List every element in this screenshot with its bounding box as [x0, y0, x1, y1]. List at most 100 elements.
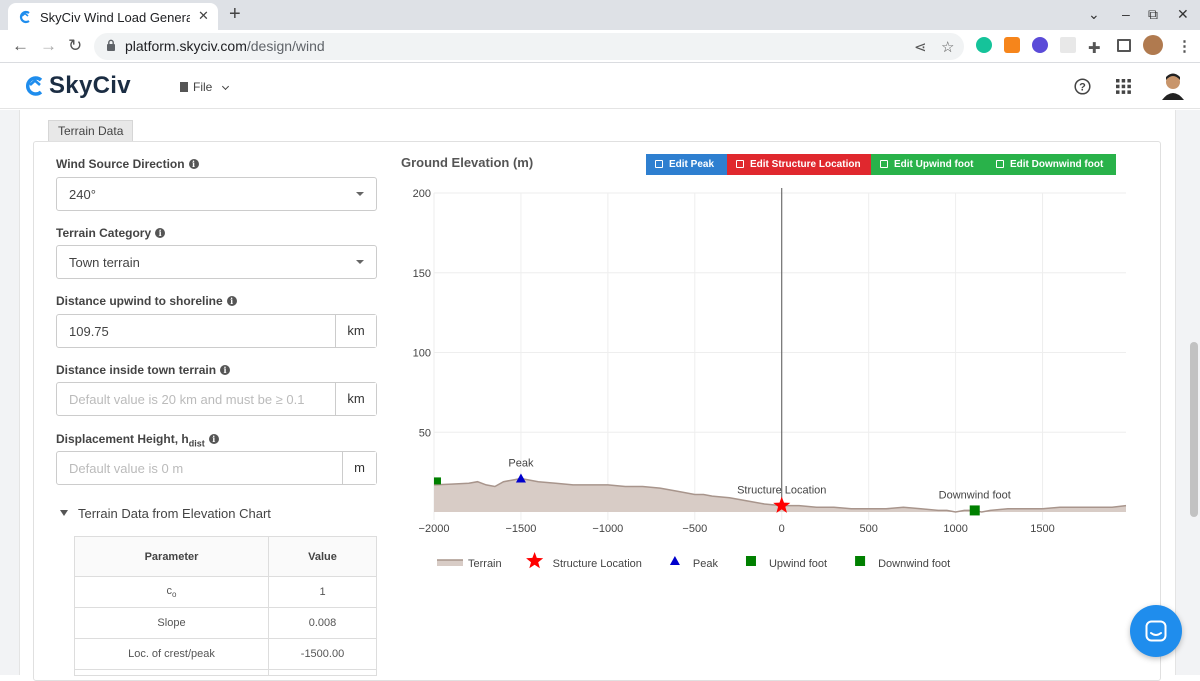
- distance-upwind-input[interactable]: 109.75 km: [56, 314, 377, 348]
- wind-direction-value: 240°: [69, 187, 96, 202]
- tab-terrain-data[interactable]: Terrain Data: [48, 120, 134, 141]
- param-cell: Loc. of crest/peak: [74, 638, 269, 670]
- reload-icon[interactable]: ↻: [68, 36, 83, 55]
- legend-label: Downwind foot: [878, 558, 950, 570]
- value-header: Value: [268, 536, 377, 577]
- legend-item[interactable]: Peak: [669, 556, 719, 570]
- svg-text:?: ?: [1079, 82, 1086, 94]
- y-tick-label: 50: [419, 427, 431, 439]
- param-cell: co: [74, 576, 269, 608]
- bookmark-star-icon[interactable]: ☆: [941, 39, 955, 56]
- skyciv-logo[interactable]: SkyCiv: [49, 72, 131, 99]
- extension-icon[interactable]: [1032, 37, 1048, 53]
- new-tab-button[interactable]: +: [229, 3, 241, 25]
- legend-terrain-swatch: [437, 560, 463, 566]
- ground-elevation-chart[interactable]: −2000 −1500 −1000 −500 0 500 1000 1500 50 100 150 2…: [400, 180, 1140, 580]
- edit-icon: [880, 160, 888, 168]
- downwind-foot-marker: [969, 505, 980, 516]
- distance-town-label: Distance inside town terrain i: [56, 363, 231, 377]
- param-cell: Slope: [74, 607, 269, 639]
- info-icon[interactable]: i: [155, 228, 166, 238]
- legend-item[interactable]: Upwind foot: [745, 556, 827, 570]
- user-avatar[interactable]: [1160, 72, 1186, 100]
- caret-down-icon: [356, 260, 364, 264]
- apps-grid-icon[interactable]: [1116, 79, 1131, 94]
- lock-icon: [107, 39, 115, 51]
- minimize-button[interactable]: –: [1122, 6, 1130, 22]
- x-tick-label: 500: [859, 523, 877, 535]
- chat-widget-button[interactable]: [1130, 605, 1182, 657]
- info-icon[interactable]: i: [226, 296, 237, 306]
- info-icon[interactable]: i: [208, 434, 219, 444]
- peak-marker: [515, 473, 526, 483]
- chart-title: Ground Elevation (m): [401, 155, 534, 170]
- legend-item[interactable]: Downwind foot: [855, 556, 950, 570]
- legend-label: Upwind foot: [769, 558, 827, 570]
- app-header: SkyCiv File ?: [0, 64, 1200, 109]
- legend-square-icon: [745, 556, 756, 566]
- legend-star-icon: [526, 552, 544, 569]
- browser-tab[interactable]: SkyCiv Wind Load Genera ✕: [8, 3, 218, 30]
- edit-icon: [736, 160, 744, 168]
- forward-arrow-icon[interactable]: →: [40, 36, 57, 55]
- metamask-extension-icon[interactable]: [1004, 37, 1020, 53]
- legend-item[interactable]: Structure Location: [526, 552, 642, 570]
- x-tick-label: 1500: [1030, 523, 1054, 535]
- terrain-category-select[interactable]: Town terrain: [56, 245, 377, 279]
- terrain-category-label: Terrain Category i: [56, 226, 166, 240]
- x-tick-label: −2000: [419, 523, 450, 535]
- displacement-height-label: Displacement Height, hdist i: [56, 432, 219, 448]
- legend-triangle-icon: [669, 556, 680, 565]
- caret-down-icon: [60, 510, 68, 516]
- edit-icon: [655, 160, 663, 168]
- side-panel-icon[interactable]: [1117, 39, 1131, 52]
- distance-upwind-value: 109.75: [69, 324, 109, 339]
- edit-peak-button[interactable]: Edit Peak: [646, 154, 727, 175]
- restore-button[interactable]: ⧉: [1148, 6, 1158, 22]
- edit-structure-location-button[interactable]: Edit Structure Location: [727, 154, 871, 175]
- skyciv-logo-icon: [25, 76, 43, 96]
- distance-town-input[interactable]: Default value is 20 km and must be ≥ 0.1…: [56, 382, 377, 416]
- y-tick-label: 200: [413, 188, 431, 200]
- chevron-down-icon: [221, 82, 229, 91]
- distance-upwind-unit: km: [335, 315, 376, 347]
- tab-title: SkyCiv Wind Load Genera: [40, 10, 190, 25]
- tab-close-icon[interactable]: ✕: [198, 8, 209, 23]
- edit-downwind-foot-button[interactable]: Edit Downwind foot: [987, 154, 1116, 175]
- share-icon[interactable]: ⋖: [914, 39, 927, 56]
- legend-item[interactable]: Terrain: [437, 558, 502, 570]
- elevation-chart-toggle[interactable]: Terrain Data from Elevation Chart: [60, 506, 271, 521]
- profile-avatar-icon[interactable]: [1143, 35, 1163, 55]
- table-row: co 1: [74, 576, 377, 608]
- tab-search-icon[interactable]: ⌄: [1088, 6, 1100, 22]
- page-scrollbar[interactable]: [1190, 342, 1198, 517]
- browser-menu-icon[interactable]: ⋮: [1177, 38, 1192, 55]
- x-tick-label: −500: [682, 523, 707, 535]
- y-tick-label: 100: [413, 348, 431, 360]
- browser-tab-bar: SkyCiv Wind Load Genera ✕ + ⌄ – ⧉ ✕: [0, 0, 1200, 30]
- grammarly-extension-icon[interactable]: [976, 37, 992, 53]
- edit-upwind-foot-button[interactable]: Edit Upwind foot: [871, 154, 987, 175]
- x-tick-label: −1000: [592, 523, 623, 535]
- back-arrow-icon[interactable]: ←: [12, 36, 29, 55]
- structure-location-annotation: Structure Location: [737, 485, 826, 497]
- terrain-category-value: Town terrain: [69, 255, 140, 270]
- address-bar[interactable]: platform.skyciv.com/design/wind ⋖ ☆: [94, 33, 964, 60]
- extension-placeholder-icon[interactable]: [1060, 37, 1076, 53]
- displacement-height-unit: m: [342, 452, 376, 484]
- close-window-button[interactable]: ✕: [1177, 6, 1189, 22]
- upwind-foot-marker: [433, 477, 441, 485]
- terrain-area: [434, 478, 1126, 513]
- info-icon[interactable]: i: [188, 159, 199, 169]
- distance-town-placeholder: Default value is 20 km and must be ≥ 0.1: [69, 392, 305, 407]
- displacement-height-placeholder: Default value is 0 m: [69, 461, 184, 476]
- value-cell: -1500.00: [268, 638, 377, 670]
- legend-square-icon: [855, 556, 866, 566]
- wind-direction-select[interactable]: 240°: [56, 177, 377, 211]
- info-icon[interactable]: i: [220, 365, 231, 375]
- displacement-height-input[interactable]: Default value is 0 m m: [56, 451, 377, 485]
- downwind-foot-annotation: Downwind foot: [939, 489, 1011, 501]
- extensions-puzzle-icon[interactable]: ✚: [1088, 40, 1101, 57]
- file-menu[interactable]: File: [180, 80, 229, 94]
- help-icon[interactable]: ?: [1074, 78, 1091, 95]
